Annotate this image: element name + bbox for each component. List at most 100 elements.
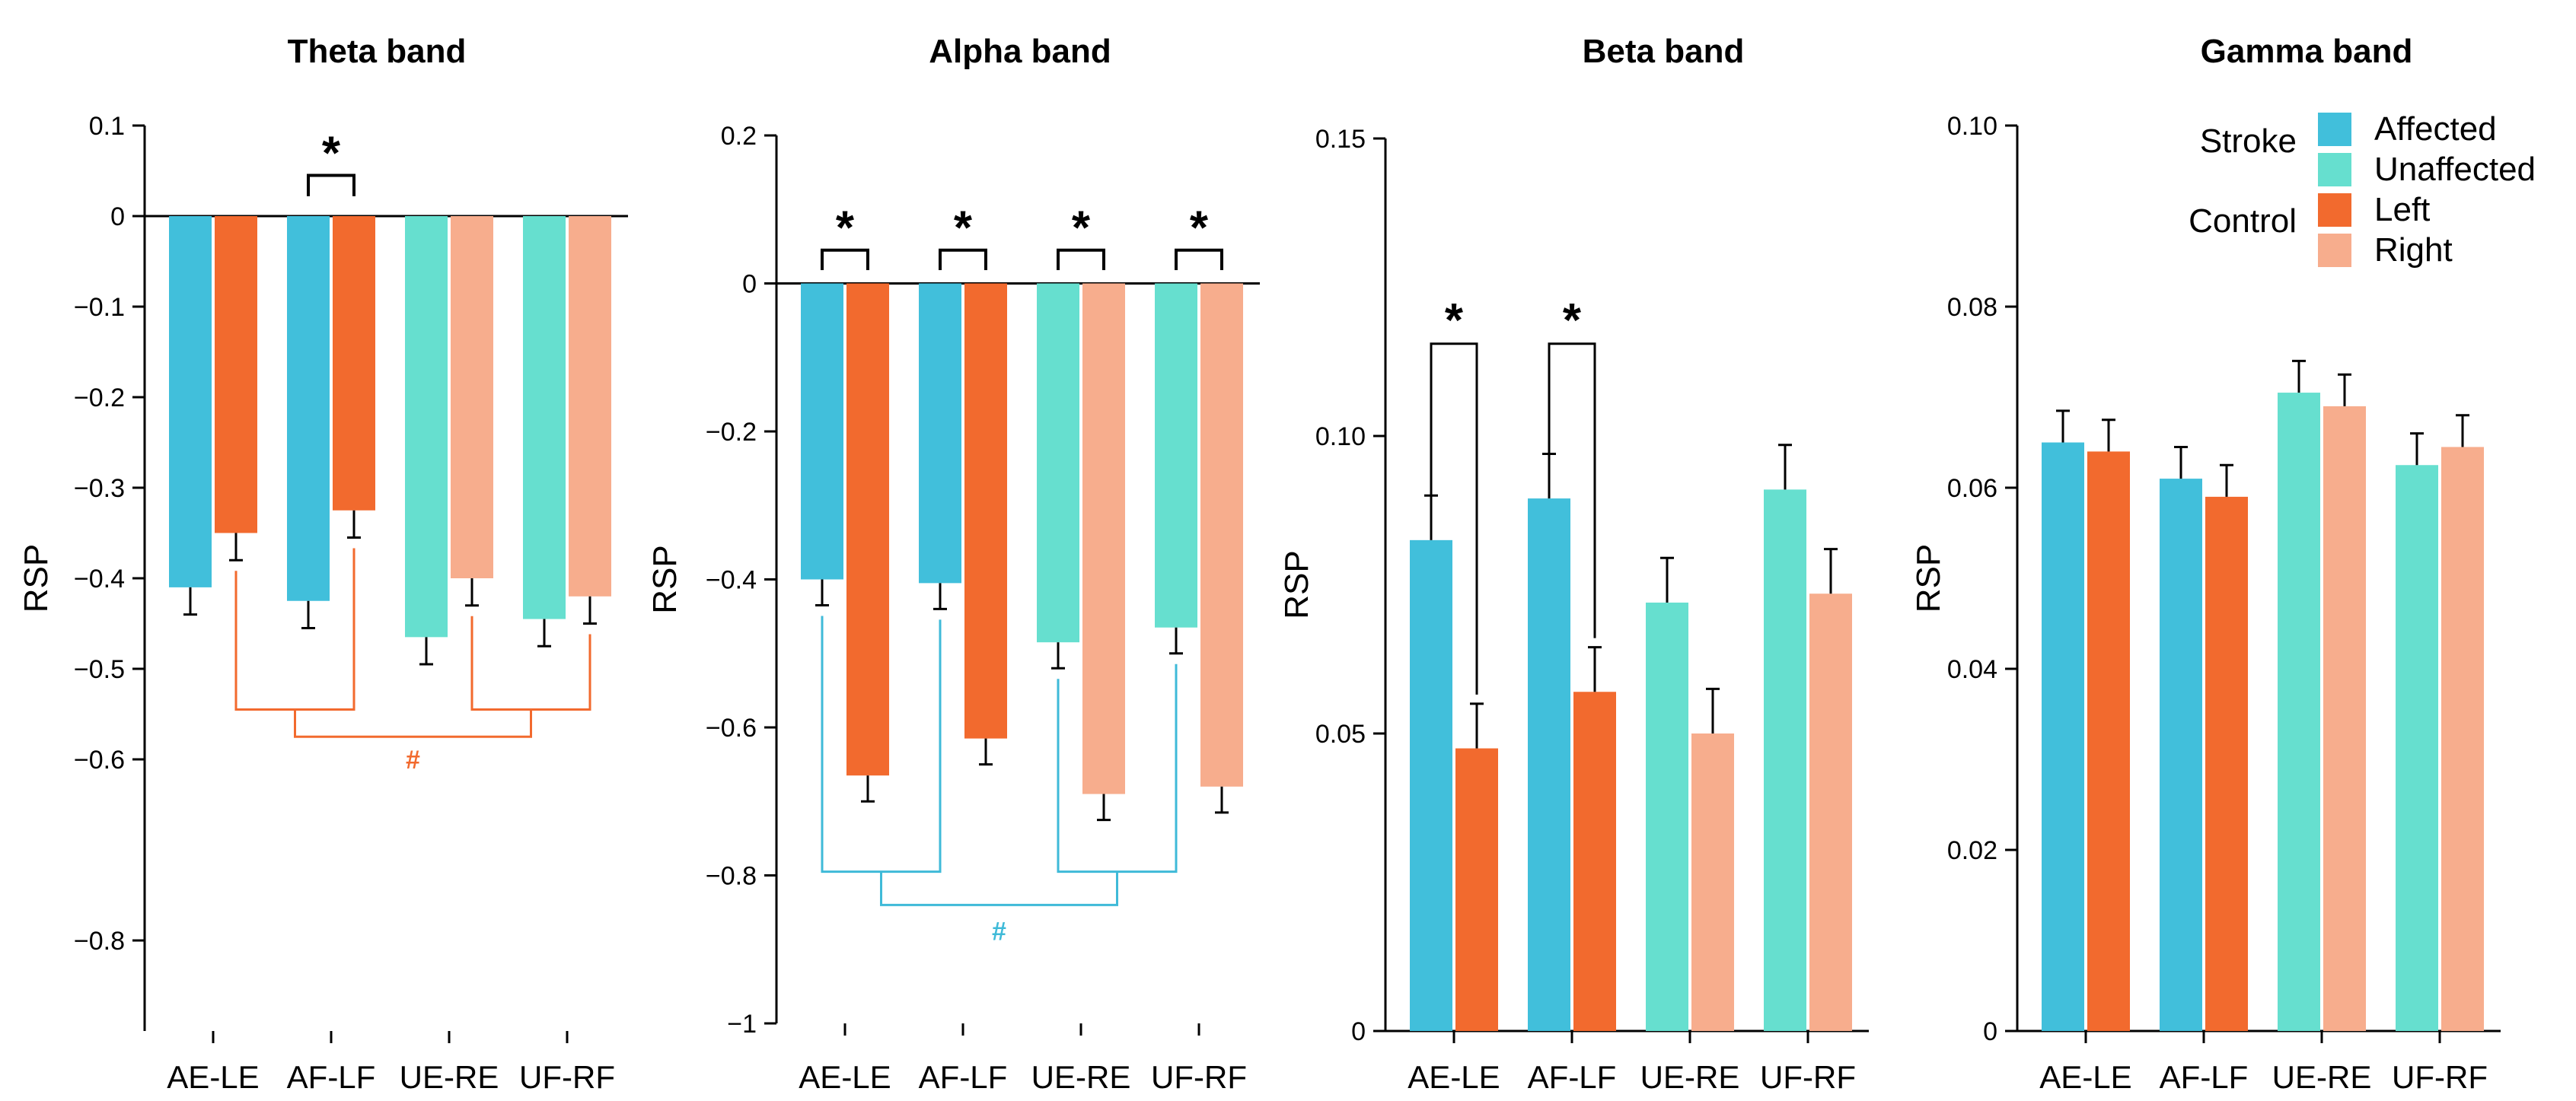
y-tick-label: 0 — [1351, 1017, 1366, 1046]
significance-star: * — [1563, 294, 1582, 347]
bar — [2205, 496, 2248, 1031]
bar — [2278, 393, 2320, 1031]
legend-swatch — [2318, 193, 2351, 227]
x-tick-label: UF-RF — [519, 1059, 615, 1095]
x-tick-label: UF-RF — [1760, 1059, 1856, 1095]
x-tick-label: AE-LE — [2039, 1059, 2131, 1095]
y-tick-label: −0.8 — [74, 927, 125, 956]
bar — [2042, 442, 2084, 1031]
significance-star: * — [322, 127, 341, 180]
significance-bracket — [821, 248, 869, 270]
bar — [1646, 602, 1688, 1031]
bar — [1455, 748, 1498, 1031]
significance-star: * — [836, 202, 855, 255]
legend-label: Affected — [2374, 110, 2497, 148]
bar — [523, 216, 566, 619]
bar — [215, 216, 257, 533]
bar — [1764, 489, 1806, 1031]
x-tick-label: AF-LF — [1528, 1059, 1617, 1095]
y-tick-label: 0.05 — [1315, 720, 1366, 749]
y-tick-label: 0.02 — [1947, 836, 1997, 865]
y-tick-label: −0.4 — [706, 566, 757, 595]
significance-star: * — [954, 202, 973, 255]
x-tick-label: AF-LF — [919, 1059, 1008, 1095]
y-tick-label: 0 — [1983, 1017, 1997, 1046]
y-tick-label: −0.2 — [706, 418, 757, 447]
group-bracket-main — [294, 709, 532, 738]
bar — [846, 283, 889, 776]
legend-label: Right — [2374, 231, 2453, 269]
bar — [1200, 283, 1243, 787]
bar — [2160, 479, 2202, 1031]
x-tick-label: AF-LF — [287, 1059, 376, 1095]
group-bracket-label: # — [406, 746, 420, 775]
chart-title: Theta band — [288, 33, 467, 70]
x-tick-label: AE-LE — [1408, 1059, 1500, 1095]
y-tick-label: 0.04 — [1947, 655, 1997, 684]
y-tick-label: −0.8 — [706, 862, 757, 891]
bar — [1410, 539, 1452, 1031]
bar — [1037, 283, 1079, 643]
bar — [2323, 406, 2366, 1031]
panel-theta: Theta band RSP 0.1 0 −0.1 −0.2 −0.3 −0.4 −0.5 −0.… — [18, 33, 628, 1095]
y-tick-label: 0.1 — [89, 112, 125, 141]
bar — [169, 216, 212, 587]
significance-star: * — [1445, 294, 1464, 347]
y-tick-label: −0.4 — [74, 565, 125, 593]
bar — [1809, 593, 1852, 1031]
legend-swatch — [2318, 234, 2351, 267]
panel-gamma: Gamma band RSP 0 0.02 0.04 0.06 0.08 0.10 AE-LE A… — [1910, 33, 2501, 1095]
bar — [2441, 447, 2484, 1031]
y-tick-label: 0.08 — [1947, 293, 1997, 322]
x-tick-label: UE-RE — [1640, 1059, 1740, 1095]
bar — [1082, 283, 1125, 794]
y-tick-label: −0.2 — [74, 383, 125, 412]
legend-label: Left — [2374, 191, 2430, 228]
x-tick-label: UF-RF — [1151, 1059, 1247, 1095]
bar — [1155, 283, 1197, 628]
group-bracket-label: # — [992, 917, 1006, 946]
bar — [919, 283, 961, 584]
bar — [1528, 498, 1570, 1031]
bar — [2396, 465, 2438, 1031]
bar — [1691, 733, 1734, 1031]
y-tick-label: −0.3 — [74, 474, 125, 503]
chart-title: Beta band — [1583, 33, 1745, 70]
x-tick-label: AE-LE — [167, 1059, 259, 1095]
group-bracket-main — [880, 871, 1118, 906]
bar — [405, 216, 448, 638]
chart-title: Gamma band — [2201, 33, 2413, 70]
legend-group-control: Control — [2189, 202, 2297, 240]
bar — [333, 216, 375, 511]
group-bracket-pair — [470, 616, 591, 711]
legend-swatch — [2318, 153, 2351, 186]
bar — [964, 283, 1007, 739]
y-tick-label: 0 — [742, 270, 757, 299]
y-tick-label: 0.2 — [721, 122, 757, 151]
bar — [569, 216, 611, 597]
x-tick-label: UE-RE — [400, 1059, 499, 1095]
bar — [451, 216, 493, 578]
y-axis-label: RSP — [1278, 550, 1315, 619]
y-tick-label: 0.06 — [1947, 474, 1997, 503]
y-tick-label: 0 — [110, 202, 125, 231]
significance-bracket — [307, 173, 355, 196]
y-axis-label: RSP — [18, 544, 55, 613]
significance-bracket — [1430, 342, 1478, 695]
significance-star: * — [1072, 202, 1091, 255]
significance-bracket — [1057, 248, 1105, 270]
bar — [1573, 692, 1616, 1031]
significance-star: * — [1190, 202, 1209, 255]
y-tick-label: −1 — [727, 1010, 757, 1039]
bar — [2087, 451, 2130, 1031]
legend-group-stroke: Stroke — [2200, 123, 2297, 160]
x-tick-label: UE-RE — [2272, 1059, 2372, 1095]
y-tick-label: 0.10 — [1315, 422, 1366, 451]
bar — [287, 216, 330, 601]
panel-alpha: Alpha band RSP 0.2 0 −0.2 −0.4 −0.6 −0.8 −1 AE-LE… — [646, 33, 1260, 1095]
y-tick-label: 0.15 — [1315, 125, 1366, 154]
x-tick-label: AF-LF — [2160, 1059, 2249, 1095]
y-tick-label: −0.5 — [74, 655, 125, 684]
